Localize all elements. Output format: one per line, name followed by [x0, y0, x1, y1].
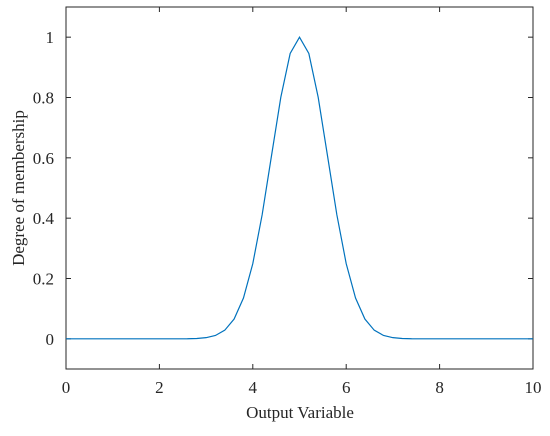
y-tick-label: 0.2	[33, 270, 54, 289]
y-tick-label: 1	[46, 28, 55, 47]
x-tick-label: 8	[435, 378, 444, 397]
x-tick-label: 2	[155, 378, 164, 397]
line	[66, 35, 533, 340]
x-tick-label: 6	[342, 378, 351, 397]
y-tick-label: 0.6	[33, 149, 54, 168]
y-axis-label: Degree of membership	[9, 110, 28, 266]
x-tick-label: 0	[62, 378, 71, 397]
plot-area	[65, 6, 534, 370]
x-tick-label: 10	[525, 378, 542, 397]
y-tick-label: 0	[46, 330, 55, 349]
y-tick-label: 0.8	[33, 89, 54, 108]
y-tick-label: 0.4	[33, 209, 55, 228]
x-tick-label: 4	[249, 378, 258, 397]
x-axis-label: Output Variable	[246, 403, 354, 422]
